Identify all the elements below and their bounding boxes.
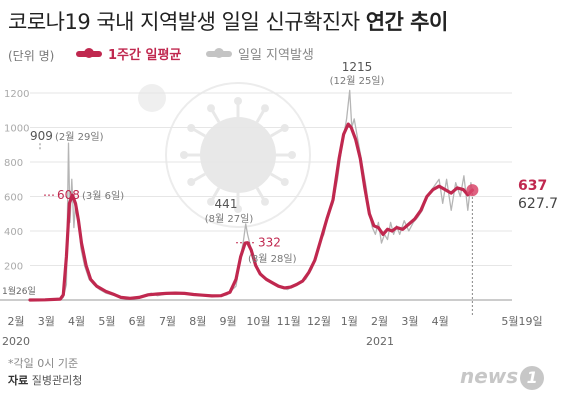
virus-spike [270, 127, 284, 138]
legend-avg-swatch [76, 47, 102, 58]
footnote: *각일 0시 기준 [8, 357, 79, 370]
annotation-date: (12월 25일) [330, 75, 385, 87]
annotation-date: (2월 29일) [55, 131, 104, 143]
annotation-value: 441 [215, 197, 238, 211]
virus-spike [210, 187, 221, 201]
virus-spike [270, 172, 284, 183]
x-tick-label: 2월 [371, 315, 388, 328]
x-tick-label: 4월 [68, 315, 85, 328]
y-tick-label: 1200 [4, 89, 29, 100]
end-value-daily: 627.7 [518, 196, 558, 212]
x-tick-label: 10월 [246, 315, 270, 328]
small-virus-illustration [138, 84, 166, 112]
legend-avg: 1주간 일평균 [76, 44, 181, 63]
virus-spike [192, 172, 206, 183]
end-point-marker [466, 184, 479, 197]
x-tick-label: 8월 [189, 315, 206, 328]
source: 자료 질병관리청 [8, 374, 83, 387]
virus-spike-tip [261, 197, 269, 206]
y-tick-label: 1000 [4, 124, 29, 135]
annotation-value: 608 [57, 188, 80, 202]
x-tick-label: 9월 [220, 315, 237, 328]
year-label: 2021 [366, 335, 394, 348]
virus-spike-tip [187, 178, 196, 186]
legend-daily: 일일 지역발생 [206, 44, 314, 63]
virus-spike-tip [280, 178, 289, 186]
x-tick-label: 7월 [159, 315, 176, 328]
x-tick-label: 5월19일 [501, 314, 542, 328]
annotation-date: (3월 6일) [82, 190, 124, 202]
annotation-value: 1215 [342, 60, 373, 74]
x-tick-label: 3월 [38, 315, 55, 328]
series-line-avg [28, 122, 474, 302]
x-tick-label: 12월 [307, 315, 331, 328]
end-value-avg: 637 [518, 178, 547, 194]
virus-spike [192, 127, 206, 138]
legend-daily-label: 일일 지역발생 [238, 48, 314, 63]
x-tick-label: 3월 [401, 315, 418, 328]
chart-title: 코로나19 국내 지역발생 일일 신규확진자 연간 추이 [8, 10, 448, 34]
virus-spike [255, 187, 266, 201]
x-tick-label: 6월 [129, 315, 146, 328]
annotation-date: 1월26일 [2, 285, 36, 297]
x-tick-label: 11월 [277, 315, 301, 328]
x-tick-label: 2월 [7, 315, 24, 328]
virus-spike [255, 109, 266, 123]
virus-ring [165, 82, 311, 228]
y-tick-label: 800 [4, 158, 23, 169]
y-tick-label: 200 [4, 262, 23, 273]
annotation-value: 909 [30, 129, 53, 143]
legend-avg-label: 1주간 일평균 [108, 48, 182, 63]
news1-logo: news 1 [460, 364, 545, 390]
virus-spike-tip [234, 97, 242, 105]
virus-spike-tip [207, 104, 215, 113]
y-tick-label: 400 [4, 227, 23, 238]
annotation-value: 332 [258, 236, 281, 250]
unit-label: (단위 명) [8, 49, 55, 63]
legend-daily-swatch [206, 47, 232, 58]
virus-spike-tip [207, 197, 215, 206]
x-tick-label: 5월 [98, 315, 115, 328]
virus-illustration [200, 117, 276, 193]
year-label: 2020 [2, 335, 30, 348]
y-tick-label: 600 [4, 193, 23, 204]
virus-spike [210, 109, 221, 123]
x-tick-label: 1월 [341, 315, 358, 328]
virus-spike-tip [180, 151, 188, 159]
virus-spike-tip [234, 205, 242, 213]
virus-spike-tip [288, 151, 296, 159]
annotation-date: (8월 27일) [205, 213, 254, 225]
annotation-date: (8월 28일) [248, 253, 297, 265]
virus-spike-tip [261, 104, 269, 113]
x-tick-label: 4월 [432, 315, 449, 328]
